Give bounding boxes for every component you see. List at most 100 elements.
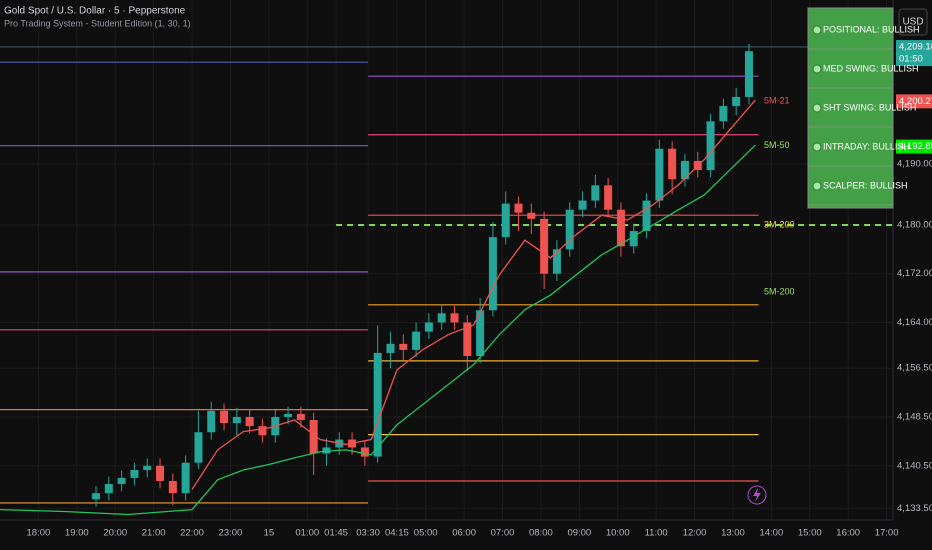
- x-tick-label: 15: [264, 528, 275, 539]
- candle-body: [463, 322, 472, 357]
- candle-body: [194, 432, 203, 463]
- candle-body: [450, 313, 459, 323]
- y-tick-label: 4,190.00: [897, 159, 932, 170]
- candle-body: [527, 212, 536, 219]
- x-tick-label: 05:00: [414, 528, 438, 539]
- candle-body: [565, 209, 574, 250]
- candle-body: [130, 470, 139, 478]
- y-tick-label: 4,133.50: [897, 503, 932, 514]
- candle-body: [117, 477, 126, 485]
- candle-body: [424, 322, 433, 332]
- indicator-name: Pro Trading System - Student Edition (1,…: [4, 18, 191, 28]
- candle-body: [92, 493, 101, 500]
- dashboard-row: POSITIONAL: BULLISH: [823, 24, 920, 34]
- candle-body: [412, 331, 421, 350]
- candle-body: [706, 121, 715, 171]
- x-tick-label: 06:00: [452, 528, 476, 539]
- candle-body: [744, 51, 753, 97]
- x-tick-label: 01:00: [295, 528, 319, 539]
- price-label-box: [896, 139, 932, 154]
- price-label-box: [896, 40, 932, 67]
- x-tick-label: 11:00: [645, 528, 668, 539]
- candle-body: [284, 413, 293, 417]
- status-icon: [812, 25, 822, 35]
- candle-body: [207, 410, 216, 433]
- candle-body: [680, 160, 689, 180]
- candle-body: [514, 203, 523, 213]
- level-label: 3M-200: [764, 219, 795, 229]
- ma-line: [0, 144, 756, 516]
- x-tick-label: 04:15: [385, 528, 409, 539]
- candle-body: [258, 426, 267, 436]
- countdown: 01:50: [899, 54, 923, 65]
- dashboard-row: SCALPER: BULLISH: [823, 180, 908, 190]
- x-tick-label: 17:00: [875, 528, 899, 539]
- candle-body: [501, 203, 510, 238]
- candle-body: [309, 420, 318, 454]
- level-label: 5M-50: [764, 140, 790, 150]
- alert-icon[interactable]: [747, 485, 767, 505]
- x-tick-label: 23:00: [219, 528, 243, 539]
- x-tick-label: 19:00: [65, 528, 89, 539]
- ma-line: [191, 99, 756, 490]
- status-icon: [812, 103, 822, 113]
- dashboard-row: MED SWING: BULLISH: [823, 63, 919, 73]
- alert-icon: [753, 488, 761, 502]
- x-tick-label: 12:00: [683, 528, 707, 539]
- x-tick-label: 08:00: [529, 528, 553, 539]
- y-tick-label: 4,164.00: [897, 317, 932, 328]
- x-tick-label: 22:00: [180, 528, 204, 539]
- candle-body: [604, 185, 613, 210]
- x-tick-label: 14:00: [759, 528, 783, 539]
- candle-body: [386, 343, 395, 353]
- price-label: 4,200.27: [899, 96, 932, 107]
- candle-body: [437, 313, 446, 323]
- candle-body: [399, 343, 408, 350]
- status-icon: [812, 142, 822, 152]
- candle-body: [642, 200, 651, 232]
- dashboard-row: SHT SWING: BULLISH: [823, 102, 916, 112]
- candle-body: [156, 465, 165, 481]
- currency-button[interactable]: [898, 8, 928, 36]
- candle-body: [181, 462, 190, 494]
- candle-body: [476, 310, 485, 357]
- candle-body: [232, 416, 241, 424]
- x-tick-label: 15:00: [798, 528, 822, 539]
- x-tick-label: 13:00: [721, 528, 745, 539]
- price-label: 4,209.18: [899, 42, 932, 53]
- candle-body: [591, 185, 600, 201]
- y-tick-label: 4,172.00: [897, 268, 932, 279]
- x-tick-label: 10:00: [606, 528, 630, 539]
- y-tick-label: 4,156.50: [897, 363, 932, 374]
- x-tick-label: 21:00: [142, 528, 166, 539]
- candle-body: [732, 96, 741, 107]
- candle-body: [655, 148, 664, 201]
- x-tick-label: 16:00: [836, 528, 860, 539]
- candle-body: [719, 106, 728, 122]
- candle-body: [220, 410, 229, 424]
- x-tick-label: 07:00: [491, 528, 515, 539]
- candle-body: [360, 447, 369, 457]
- candle-body: [540, 218, 549, 274]
- level-label: 5M-200: [764, 286, 795, 296]
- plot: [0, 43, 893, 516]
- status-icon: [812, 181, 822, 191]
- chart-title: Gold Spot / U.S. Dollar · 5 · Pepperston…: [4, 6, 186, 17]
- price-label-box: [896, 94, 932, 109]
- level-label: 5M-21: [764, 96, 790, 106]
- x-tick-label: 03:30: [356, 528, 380, 539]
- currency[interactable]: USD: [902, 17, 923, 28]
- candle-body: [322, 447, 331, 454]
- y-tick-label: 4,180.00: [897, 219, 932, 230]
- candle-body: [616, 209, 625, 247]
- candle-body: [578, 200, 587, 210]
- candle-body: [104, 484, 113, 494]
- y-tick-label: 4,140.50: [897, 460, 932, 471]
- candle-body: [552, 249, 561, 274]
- candle-body: [629, 231, 638, 247]
- dashboard-panel: [807, 7, 894, 209]
- x-tick-label: 09:00: [567, 528, 591, 539]
- candle-body: [488, 237, 497, 311]
- x-tick-label: 01:45: [324, 528, 348, 539]
